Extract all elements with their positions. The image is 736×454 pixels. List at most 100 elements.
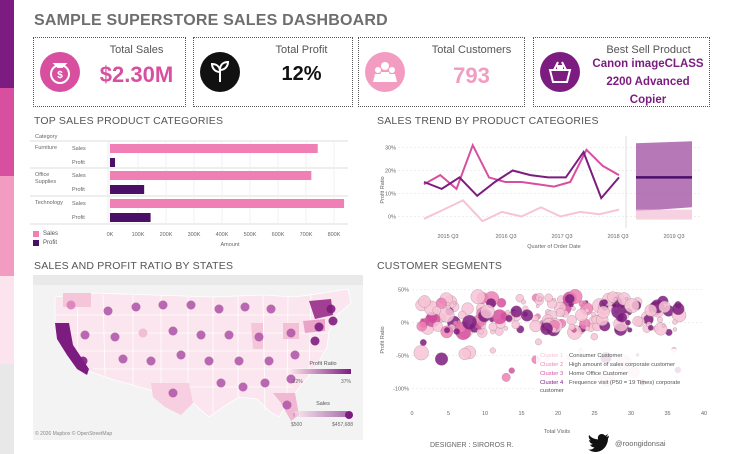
customer-bubble[interactable] <box>601 299 608 306</box>
customer-bubble[interactable] <box>658 300 671 313</box>
state-sales-dot[interactable] <box>103 306 113 316</box>
customer-bubble[interactable] <box>478 329 484 335</box>
kpi-total-profit[interactable]: Total Profit 12% <box>193 37 353 107</box>
customer-bubble[interactable] <box>443 327 451 334</box>
customer-bubble[interactable] <box>544 293 553 303</box>
state-sales-dot[interactable] <box>326 304 336 314</box>
customer-bubble[interactable] <box>521 299 526 305</box>
customer-bubble[interactable] <box>672 302 685 315</box>
state-sales-dot[interactable] <box>238 382 248 392</box>
customer-bubble[interactable] <box>529 320 542 333</box>
customer-bubble[interactable] <box>590 333 598 341</box>
state-sales-dot[interactable] <box>286 374 296 384</box>
bar-sales[interactable] <box>110 144 318 153</box>
customer-bubble[interactable] <box>470 289 486 305</box>
state-newyork[interactable] <box>309 299 333 319</box>
state-sales-dot[interactable] <box>110 332 120 342</box>
customer-bubble[interactable] <box>480 304 495 319</box>
customer-bubble[interactable] <box>617 312 628 323</box>
customer-bubble[interactable] <box>647 324 654 331</box>
customer-bubble[interactable] <box>419 339 427 346</box>
customer-bubble[interactable] <box>556 308 565 318</box>
customer-bubble[interactable] <box>535 338 542 346</box>
bar-profit[interactable] <box>110 158 116 167</box>
customer-bubble[interactable] <box>503 326 509 331</box>
customer-bubble[interactable] <box>597 305 610 319</box>
kpi-best-sell-product[interactable]: Best Sell Product Canon imageCLASS 2200 … <box>533 37 710 107</box>
customer-bubble[interactable] <box>452 301 457 305</box>
customer-bubble[interactable] <box>582 300 587 305</box>
state-sales-dot[interactable] <box>118 354 128 364</box>
customer-bubble[interactable] <box>535 304 540 308</box>
trend-line-technology[interactable] <box>423 142 620 191</box>
state-sales-dot[interactable] <box>214 304 224 314</box>
state-sales-dot[interactable] <box>282 400 292 410</box>
customer-bubble[interactable] <box>453 328 461 335</box>
customer-bubble[interactable] <box>611 302 618 309</box>
customer-bubble[interactable] <box>508 367 515 374</box>
state-sales-dot[interactable] <box>66 300 76 310</box>
customer-bubble[interactable] <box>644 304 657 317</box>
customer-bubble[interactable] <box>654 322 668 336</box>
customer-bubble[interactable] <box>515 294 524 303</box>
kpi-total-sales[interactable]: $ Total Sales $2.30M <box>33 37 186 107</box>
customer-bubble[interactable] <box>661 323 666 328</box>
map-attribution[interactable]: © 2026 Mapbox © OpenStreetMap <box>35 430 112 437</box>
customer-bubble[interactable] <box>564 293 575 304</box>
customer-bubble[interactable] <box>510 305 523 318</box>
customer-bubble[interactable] <box>457 320 461 324</box>
kpi-total-customers[interactable]: Total Customers 793 <box>358 37 525 107</box>
customer-bubble[interactable] <box>435 297 447 309</box>
customer-bubble[interactable] <box>520 309 534 322</box>
customer-bubble[interactable] <box>501 373 511 382</box>
customer-bubble[interactable] <box>624 296 629 301</box>
customer-bubble[interactable] <box>540 322 553 335</box>
customer-bubble[interactable] <box>591 311 597 317</box>
bar-sales[interactable] <box>110 171 312 180</box>
customer-bubble[interactable] <box>627 327 633 333</box>
trend-line-office-supplies[interactable] <box>423 199 620 223</box>
bar-sales[interactable] <box>110 199 345 208</box>
legend-profit[interactable]: Profit <box>33 240 58 246</box>
cluster-name-2[interactable]: Cluster 2 <box>540 362 563 368</box>
customer-bubble[interactable] <box>505 314 513 322</box>
trend-line-furniture[interactable] <box>423 149 620 201</box>
customer-bubble[interactable] <box>607 291 619 303</box>
state-sales-dot[interactable] <box>234 356 244 366</box>
state-sales-dot[interactable] <box>168 388 178 398</box>
customer-bubble[interactable] <box>439 307 455 323</box>
state-sales-dot[interactable] <box>138 328 148 338</box>
customer-bubble[interactable] <box>672 327 677 332</box>
state-sales-dot[interactable] <box>260 378 270 388</box>
bar-profit[interactable] <box>110 185 145 194</box>
customer-bubble[interactable] <box>624 298 640 314</box>
state-sales-dot[interactable] <box>264 356 274 366</box>
state-sales-dot[interactable] <box>290 350 300 360</box>
customer-bubble[interactable] <box>511 320 520 330</box>
customer-bubble[interactable] <box>432 306 441 315</box>
customer-bubble[interactable] <box>584 308 590 313</box>
state-sales-dot[interactable] <box>224 330 234 340</box>
customer-bubble[interactable] <box>453 320 458 326</box>
state-sales-dot[interactable] <box>80 330 90 340</box>
cluster-name-4[interactable]: Cluster 4 <box>540 380 564 386</box>
legend-sales[interactable]: Sales <box>33 231 58 237</box>
customer-bubble[interactable] <box>434 352 449 366</box>
customer-bubble[interactable] <box>418 295 431 308</box>
state-sales-dot[interactable] <box>131 302 141 312</box>
state-sales-dot[interactable] <box>266 304 276 314</box>
customer-bubble[interactable] <box>566 315 577 326</box>
cluster-name-3[interactable]: Cluster 3 <box>540 371 563 377</box>
state-sales-dot[interactable] <box>158 300 168 310</box>
customer-bubble[interactable] <box>458 347 471 360</box>
us-states-map[interactable]: Profit Ratio -22% 37% Sales $500 $457,68… <box>33 275 363 440</box>
customer-bubble[interactable] <box>416 321 427 332</box>
bar-profit[interactable] <box>110 213 151 222</box>
customer-bubble[interactable] <box>584 325 590 331</box>
state-sales-dot[interactable] <box>78 356 88 366</box>
twitter-handle[interactable]: @roongidonsai <box>615 439 666 448</box>
customer-bubble[interactable] <box>568 323 576 331</box>
state-sales-dot[interactable] <box>176 350 186 360</box>
state-sales-dot[interactable] <box>146 356 156 366</box>
customer-bubble[interactable] <box>461 302 474 315</box>
